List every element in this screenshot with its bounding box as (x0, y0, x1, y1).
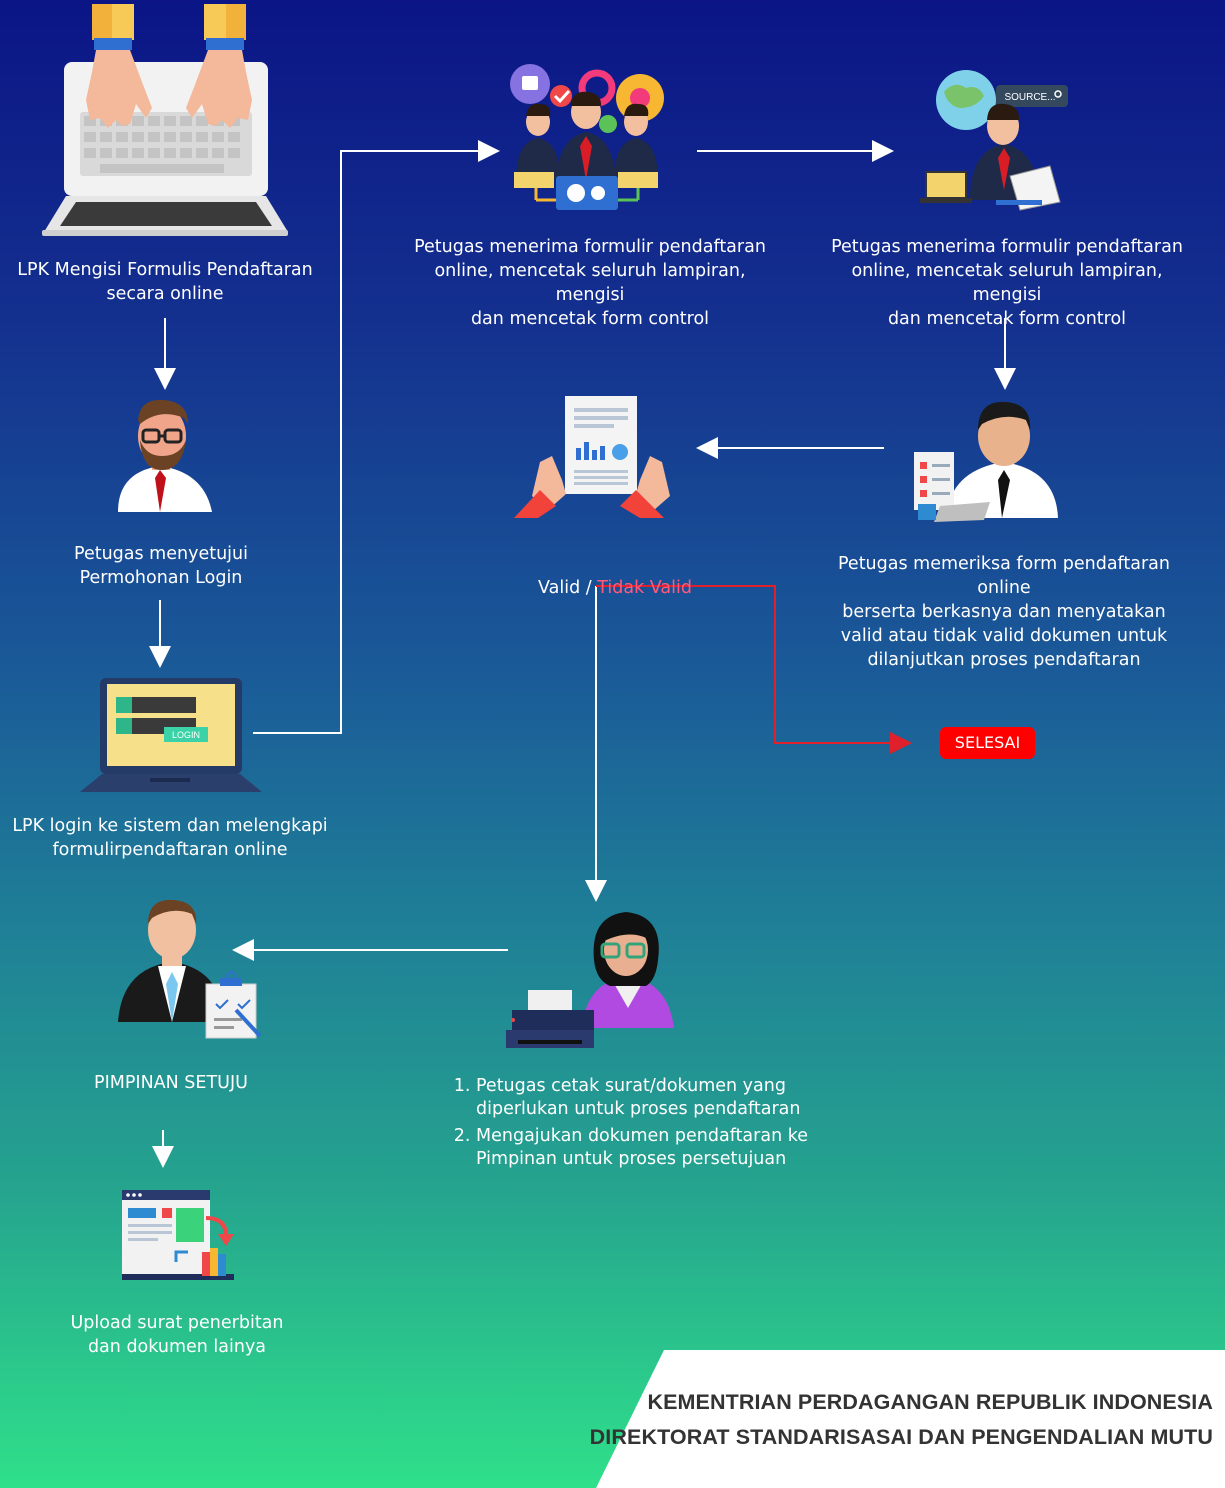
flow-arrowheads (149, 140, 1016, 1168)
upload-monitor-icon (122, 1190, 234, 1280)
step-officer-receive-1: Petugas menerima formulir pendaftaran on… (414, 237, 766, 329)
document-review-icon (514, 396, 670, 518)
step-upload: Upload surat penerbitan dan dokumen lain… (70, 1313, 284, 1357)
research-businessman-icon: SOURCE... (920, 70, 1068, 211)
officer-bearded-icon (118, 399, 212, 512)
arrowhead-down (994, 368, 1016, 390)
arrowhead-down (152, 1146, 174, 1168)
step-officer-approve-login: Petugas menyetujui Permohonan Login (74, 544, 248, 588)
step-leader-approve: PIMPINAN SETUJU (94, 1073, 248, 1093)
login-button-text: LOGIN (172, 730, 200, 740)
arrowhead-left (232, 939, 254, 961)
footer-directorate: DIREKTORAT STANDARISASAI DAN PENGENDALIA… (589, 1425, 1213, 1449)
valid-separator: / (580, 578, 598, 598)
officer-checklist-icon (914, 401, 1058, 522)
leader-signing-icon (118, 899, 262, 1039)
invalid-label: Tidak Valid (597, 578, 692, 598)
laptop-typing-icon (42, 4, 288, 236)
step-lpk-login: LPK login ke sistem dan melengkapi formu… (12, 816, 328, 860)
footer-ministry: KEMENTRIAN PERDAGANGAN REPUBLIK INDONESI… (647, 1390, 1213, 1414)
end-button[interactable]: SELESAI (940, 727, 1035, 759)
arrowhead-down (149, 646, 171, 668)
step-officer-receive-2: Petugas menerima formulir pendaftaran on… (831, 237, 1183, 329)
flow-connectors (159, 150, 1006, 1150)
arrowhead-down (585, 880, 607, 902)
step-officer-check: Petugas memeriksa form pendaftaran onlin… (838, 554, 1170, 670)
step-lpk-fill-form: LPK Mengisi Formulis Pendaftaran secara … (17, 260, 313, 304)
footer-banner (596, 1350, 1225, 1488)
step-validation-result: Valid / Tidak Valid (480, 552, 750, 600)
print-step-item: Petugas cetak surat/dokumen yang diperlu… (476, 1075, 808, 1121)
team-meeting-icon (510, 64, 664, 210)
print-step-item: Mengajukan dokumen pendaftaran ke Pimpin… (476, 1125, 808, 1171)
search-box-text: SOURCE... (1004, 92, 1055, 103)
arrowhead-right (478, 140, 500, 162)
arrowhead-left (696, 437, 718, 459)
login-laptop-icon: LOGIN (80, 678, 262, 792)
print-steps-list: Petugas cetak surat/dokumen yang diperlu… (452, 1075, 808, 1175)
arrowhead-right-invalid (890, 732, 912, 754)
valid-label: Valid (538, 578, 581, 598)
invalid-connector (596, 585, 892, 744)
arrowhead-right (872, 140, 894, 162)
arrowhead-down (154, 368, 176, 390)
officer-printer-icon (506, 912, 674, 1048)
